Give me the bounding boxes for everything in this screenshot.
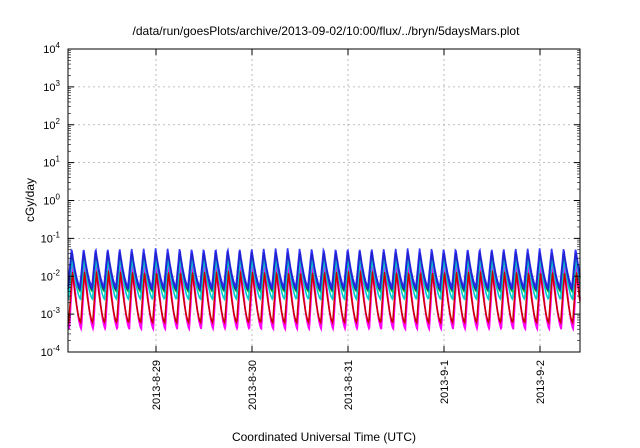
series-line	[67, 270, 581, 326]
y-tick-label: 103	[43, 79, 60, 94]
y-axis-label: cGy/day	[23, 178, 37, 222]
x-axis-label: Coordinated Universal Time (UTC)	[232, 430, 416, 444]
y-tick-label: 10-1	[41, 230, 61, 245]
y-tick-label: 10-2	[41, 268, 61, 283]
y-tick-label: 101	[43, 155, 60, 170]
ticks: 10-4 10-3 10-2 10-1 100 101 102 103 104 2013-8-29…	[41, 41, 580, 410]
series-line	[67, 256, 581, 302]
y-tick-label: 100	[43, 193, 60, 208]
series-line	[67, 250, 581, 292]
x-tick-label: 2013-8-31	[343, 360, 355, 410]
x-tick-label: 2013-9-2	[535, 360, 547, 404]
series-layer	[67, 247, 581, 333]
x-tick-label: 2013-8-30	[247, 360, 259, 410]
x-tick-label: 2013-9-1	[439, 360, 451, 404]
y-tick-label: 10-4	[41, 344, 61, 359]
y-tick-label: 10-3	[41, 306, 61, 321]
chart-title: /data/run/goesPlots/archive/2013-09-02/1…	[133, 24, 521, 38]
x-tick-label: 2013-8-29	[151, 360, 163, 410]
y-tick-label: 104	[43, 41, 60, 56]
y-tick-label: 102	[43, 117, 60, 132]
